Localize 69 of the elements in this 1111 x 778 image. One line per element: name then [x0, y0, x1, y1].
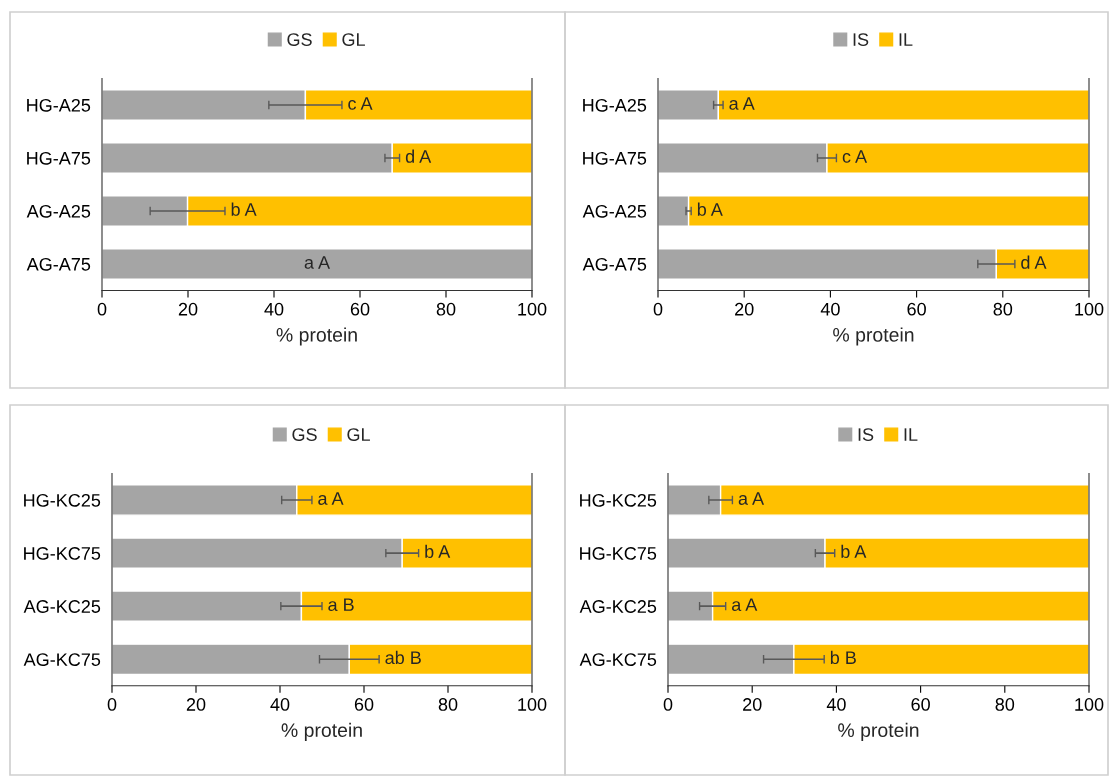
y-tick-label: HG-A75 [583, 151, 647, 165]
data-label: b A [231, 202, 257, 216]
y-tick-label: HG-KC75 [580, 547, 657, 560]
x-tick-label: 0 [653, 302, 663, 316]
legend-label: GL [347, 428, 370, 441]
x-tick-label: 0 [107, 698, 117, 711]
x-axis-title: % protein [833, 327, 914, 346]
x-tick-label: 100 [1075, 698, 1104, 711]
y-tick-label: AG-A75 [582, 257, 647, 271]
legend-label: IL [899, 33, 913, 46]
x-axis-title: % protein [281, 722, 362, 741]
y-tick-label: HG-KC75 [24, 547, 101, 560]
x-tick-label: 0 [97, 302, 107, 316]
x-tick-label: 40 [826, 698, 846, 711]
y-tick-label: AG-A75 [26, 257, 91, 271]
y-tick-label: AG-A25 [582, 204, 647, 218]
legend-label: GS [287, 33, 312, 46]
x-tick-label: 20 [735, 302, 754, 316]
y-tick-label: AG-KC75 [23, 653, 101, 666]
y-tick-label: HG-A25 [27, 98, 91, 112]
x-tick-label: 20 [186, 698, 206, 711]
y-tick-label: HG-KC25 [580, 493, 657, 507]
x-tick-label: 60 [350, 302, 370, 316]
data-label: b A [425, 544, 451, 558]
x-tick-label: 20 [178, 302, 198, 316]
y-tick-label: HG-A25 [583, 98, 647, 112]
x-tick-label: 60 [354, 698, 374, 711]
y-tick-label: HG-A75 [27, 151, 91, 165]
x-tick-label: 40 [264, 302, 284, 316]
y-tick-label: AG-KC75 [579, 653, 657, 666]
x-tick-label: 80 [438, 698, 458, 711]
x-tick-label: 40 [820, 302, 840, 316]
data-label: a A [304, 256, 331, 269]
data-label: b A [841, 544, 867, 558]
legend-label: GS [292, 428, 317, 441]
data-label: a A [729, 97, 755, 110]
legend-label: IL [904, 428, 918, 441]
y-tick-label: AG-KC25 [579, 600, 657, 613]
data-label: c A [348, 97, 373, 110]
data-label: a A [732, 598, 758, 612]
x-tick-label: 60 [907, 302, 926, 316]
data-label: ab B [385, 650, 421, 665]
x-tick-label: 60 [911, 698, 930, 711]
x-tick-label: 100 [518, 698, 547, 711]
x-tick-label: 40 [270, 698, 290, 711]
legend-label: IS [853, 33, 869, 46]
y-tick-label: HG-KC25 [24, 493, 101, 507]
x-tick-label: 20 [743, 698, 762, 711]
y-tick-label: AG-A25 [26, 204, 91, 218]
x-tick-label: 80 [995, 698, 1015, 711]
data-label: b B [830, 650, 856, 665]
legend-label: GL [342, 33, 365, 46]
x-axis-title: % protein [276, 327, 357, 346]
data-label: a B [328, 598, 354, 612]
x-tick-label: 100 [1075, 302, 1104, 316]
legend-label: IS [858, 428, 874, 441]
data-label: a A [738, 492, 765, 505]
x-tick-label: 100 [518, 302, 547, 316]
data-label: c A [842, 150, 868, 163]
data-label: d A [405, 149, 432, 163]
x-tick-label: 80 [436, 302, 456, 316]
data-label: a A [318, 492, 344, 505]
bar [102, 248, 532, 280]
x-tick-label: 80 [993, 302, 1013, 316]
x-axis-title: % protein [838, 722, 919, 741]
data-label: b A [697, 202, 723, 216]
data-label: d A [1021, 255, 1047, 269]
y-tick-label: AG-KC25 [23, 600, 101, 613]
x-tick-label: 0 [663, 698, 673, 711]
